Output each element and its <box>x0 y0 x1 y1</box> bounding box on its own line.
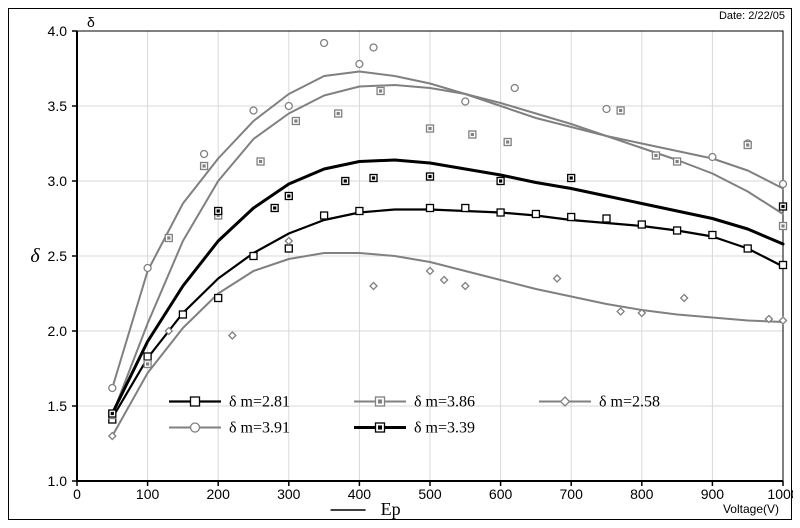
svg-text:Voltage(V): Voltage(V) <box>723 502 779 516</box>
svg-text:4.0: 4.0 <box>48 23 68 39</box>
svg-text:2.0: 2.0 <box>48 323 68 339</box>
svg-text:200: 200 <box>207 486 231 502</box>
svg-text:δ m=3.91: δ m=3.91 <box>229 420 290 437</box>
svg-text:3.0: 3.0 <box>48 173 68 189</box>
svg-text:3.5: 3.5 <box>48 98 68 114</box>
svg-text:δ m=2.81: δ m=2.81 <box>229 394 290 411</box>
svg-text:δ m=3.86: δ m=3.86 <box>414 394 475 411</box>
chart-svg: 0 100 200 300 400 500 600 700 800 900 1000 1.0 1.5 2.… <box>9 9 793 521</box>
svg-text:δ m=3.39: δ m=3.39 <box>414 420 475 437</box>
svg-text:100: 100 <box>136 486 160 502</box>
svg-text:Ep: Ep <box>381 499 401 519</box>
svg-text:1000: 1000 <box>767 486 793 502</box>
svg-text:1.0: 1.0 <box>48 473 68 489</box>
svg-text:1.5: 1.5 <box>48 398 68 414</box>
svg-text:900: 900 <box>701 486 725 502</box>
svg-text:2.5: 2.5 <box>48 248 68 264</box>
svg-text:500: 500 <box>418 486 442 502</box>
svg-text:400: 400 <box>348 486 372 502</box>
svg-text:800: 800 <box>630 486 654 502</box>
svg-text:δ: δ <box>87 14 95 30</box>
svg-text:δ m=2.58: δ m=2.58 <box>599 394 660 411</box>
svg-text:δ: δ <box>30 245 40 267</box>
svg-text:700: 700 <box>560 486 584 502</box>
svg-text:0: 0 <box>73 486 81 502</box>
svg-text:300: 300 <box>277 486 301 502</box>
svg-text:600: 600 <box>489 486 513 502</box>
outer-frame: Date: 2/22/05 01002003004005006007008009… <box>8 8 792 520</box>
